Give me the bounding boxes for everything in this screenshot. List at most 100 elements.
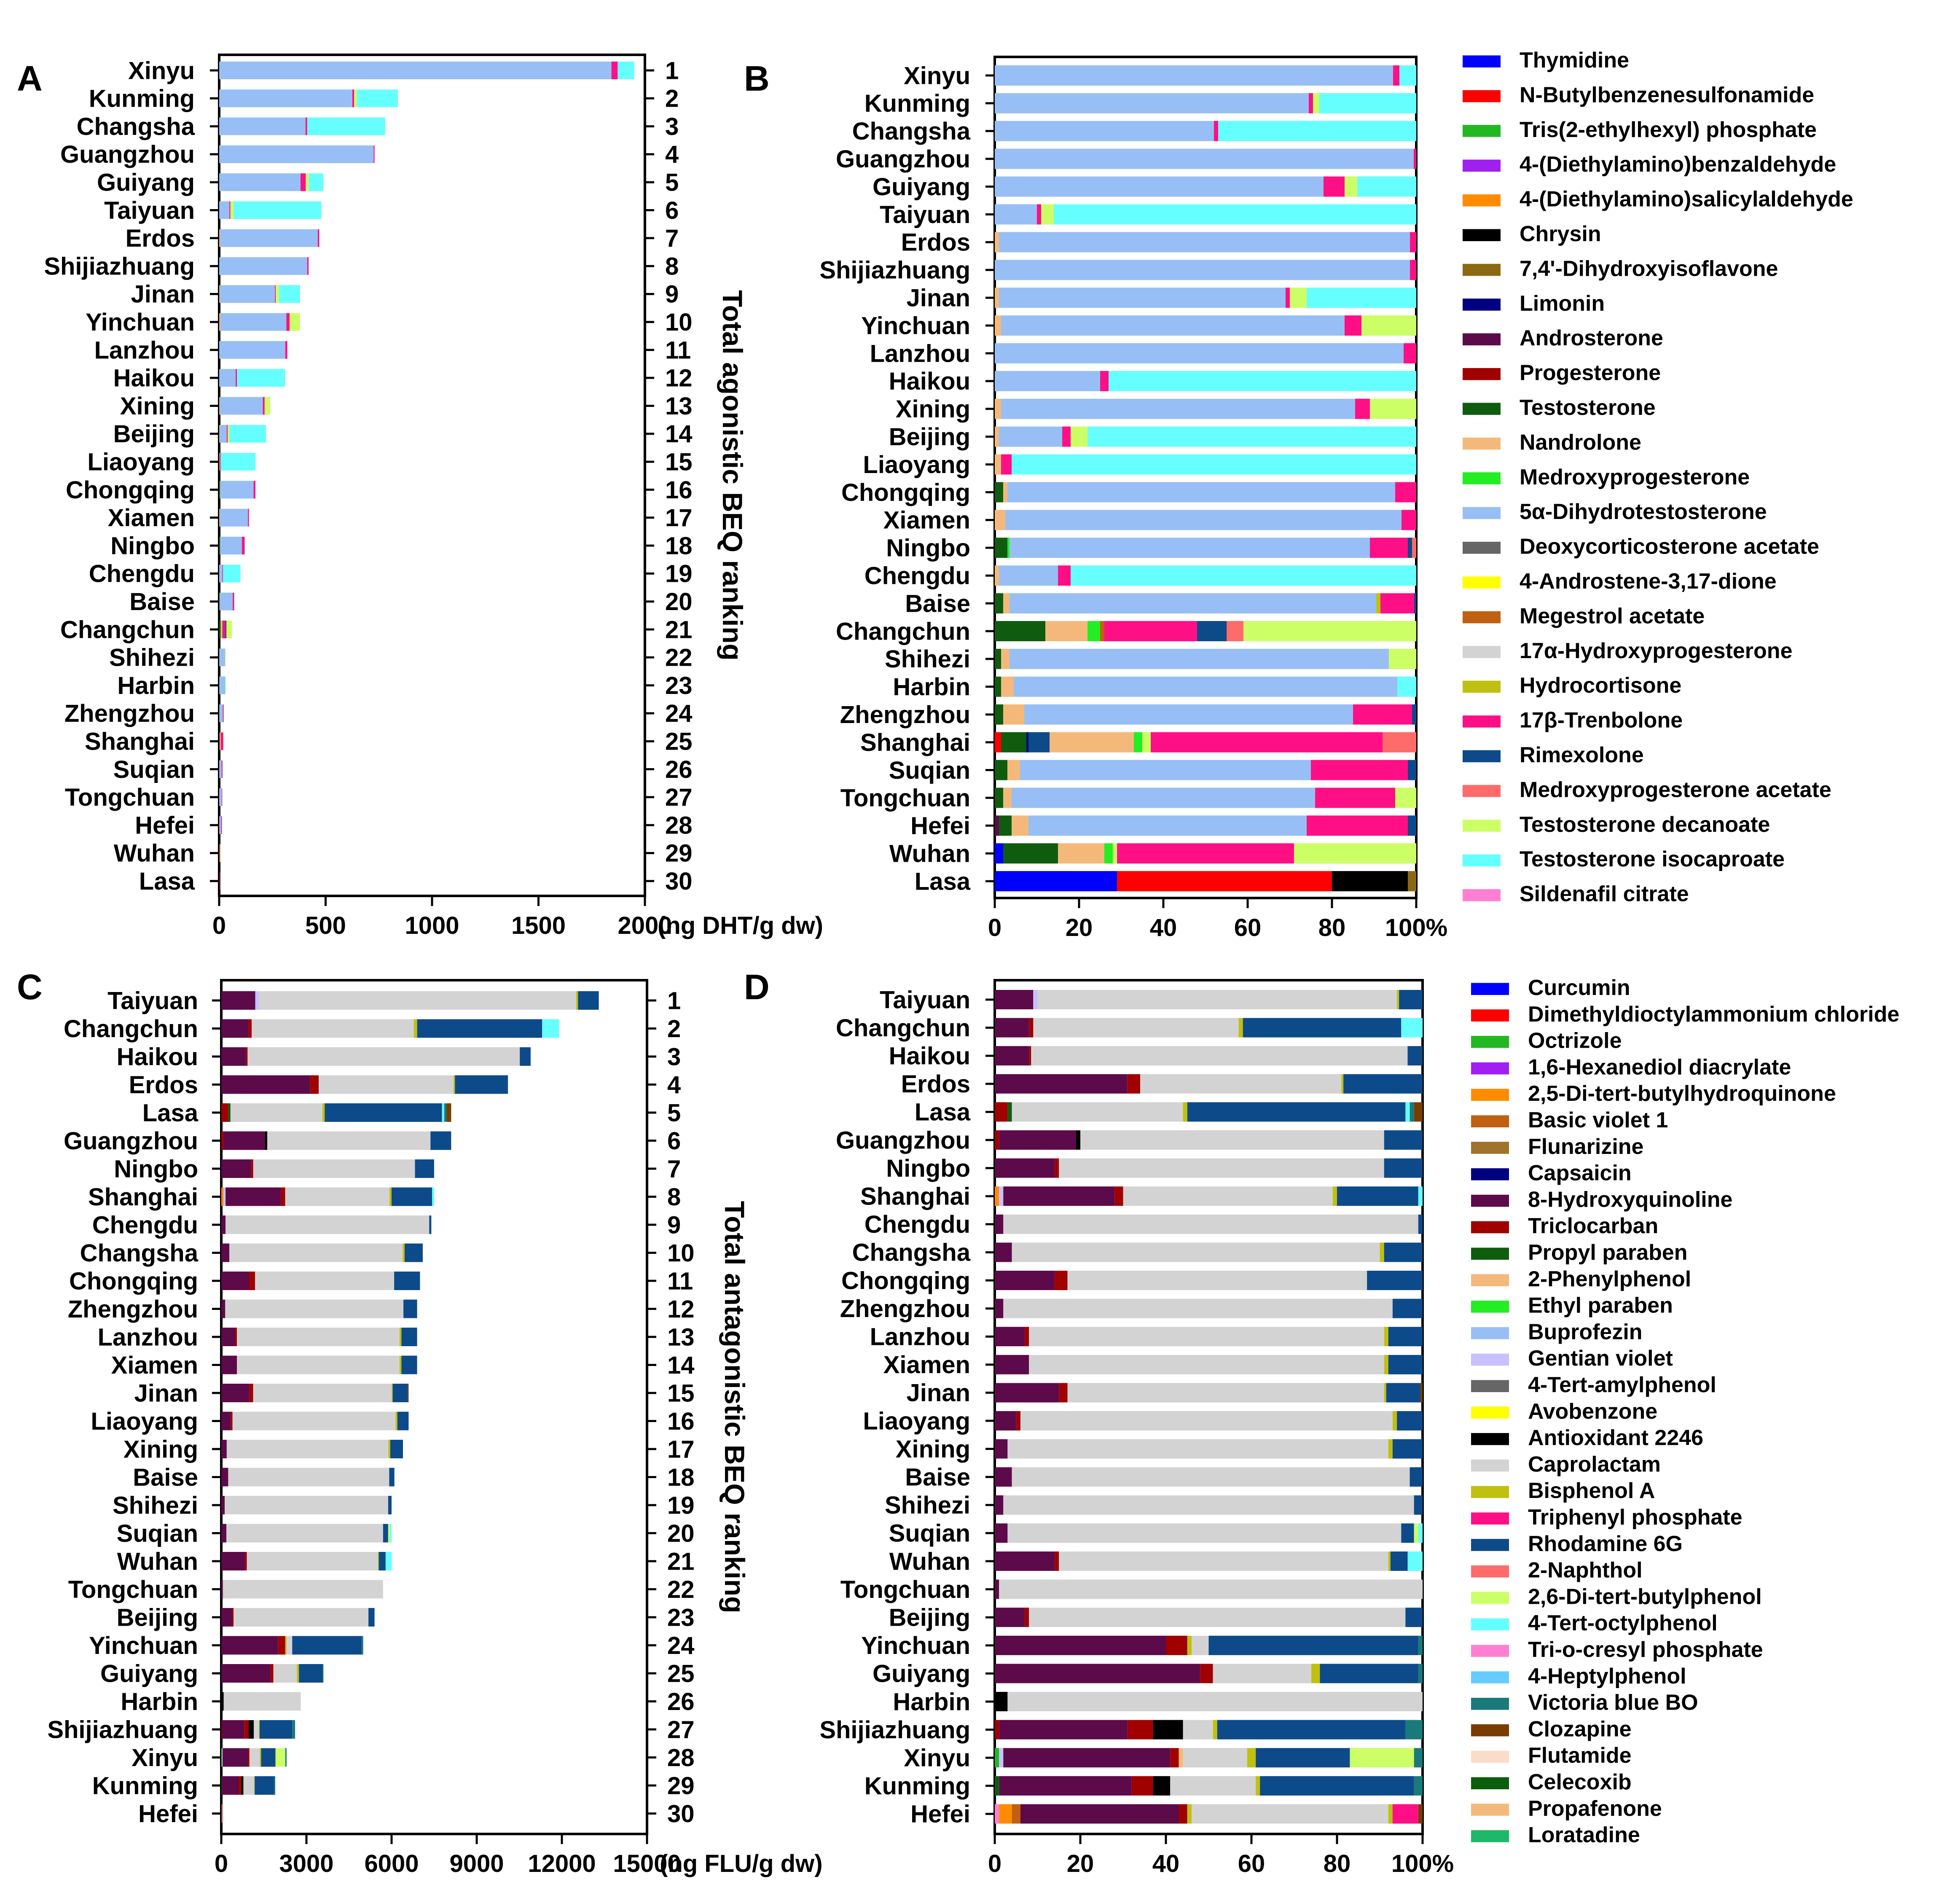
panel-b-bar-segment [995, 704, 1003, 725]
panel-c-bar-segment [221, 991, 255, 1010]
panel-c-bar-segment [221, 1804, 222, 1823]
panel-c-x-tick-label: 6000 [364, 1850, 419, 1877]
panel-c-bar-segment [223, 1692, 301, 1711]
panel-c-bar-segment [221, 1412, 231, 1430]
panel-a-bar-segment [222, 788, 223, 806]
panel-c-category-label: Ningbo [114, 1155, 198, 1183]
panel-letter-c: C [17, 967, 43, 1007]
legend-d-label: Basic violet 1 [1528, 1108, 1668, 1132]
panel-a-x-axis-label: (ng DHT/g dw) [658, 912, 823, 939]
panel-a-bar-segment [219, 537, 220, 555]
panel-c-rank-label: 13 [667, 1323, 695, 1351]
panel-a-bar-segment [219, 648, 226, 667]
panel-c-bar-segment [389, 1468, 395, 1487]
panel-d-x-tick-label: 60 [1238, 1850, 1265, 1877]
legend-d-swatch [1471, 1168, 1509, 1180]
panel-c-bar-segment [235, 1328, 237, 1346]
panel-b-bar-segment [1309, 93, 1313, 113]
panel-d-bar-segment [999, 1720, 1128, 1740]
panel-d-bar-segment [1016, 1411, 1020, 1430]
panel-b-bar-segment [1012, 454, 1416, 475]
legend-d-swatch [1471, 1115, 1509, 1127]
panel-b-bar-segment [999, 232, 1410, 253]
panel-b-bar-segment [1003, 482, 1007, 503]
legend-d-swatch [1471, 1327, 1509, 1339]
panel-a-bar-segment [219, 229, 220, 247]
panel-c-bar-segment [265, 1131, 268, 1150]
panel-d-bar-segment [1388, 1804, 1393, 1824]
panel-a-rank-label: 25 [665, 728, 693, 756]
panel-a-bar-segment [220, 397, 263, 415]
panel-d-bar-segment [995, 1720, 999, 1740]
panel-d-category-label: Beijing [889, 1604, 970, 1632]
panel-a-bar-segment [219, 313, 220, 331]
panel-a-category-label: Guangzhou [60, 141, 195, 168]
panel-c-bar-segment [383, 1524, 388, 1543]
panel-c-bar-segment [223, 1131, 265, 1150]
panel-d-bar-segment [1183, 1748, 1247, 1768]
panel-d-plot-frame [993, 979, 1424, 1835]
panel-b-bar-segment [1001, 732, 1026, 753]
panel-d-bar-segment [1384, 1355, 1388, 1374]
panel-c-bar-segment [221, 1131, 224, 1150]
panel-a-bar-segment [219, 565, 223, 583]
panel-c-bar-segment [225, 1299, 404, 1318]
panel-d-category-label: Erdos [901, 1070, 970, 1098]
panel-c-bar-segment [319, 1075, 454, 1094]
panel-b-category-label: Chengdu [865, 562, 970, 590]
legend-b-swatch [1463, 889, 1501, 901]
panel-d-bar-segment [1380, 1242, 1384, 1262]
panel-a-bar-segment [285, 341, 287, 359]
panel-d-bar-segment [1033, 990, 1038, 1009]
panel-c-rank-label: 27 [667, 1716, 695, 1743]
panel-b-bar-segment [1087, 621, 1100, 641]
panel-c-bar-segment [446, 1103, 451, 1122]
panel-d-bar-segment [995, 1467, 1012, 1487]
panel-c-bar-segment [243, 1776, 255, 1795]
panel-b-category-label: Changchun [836, 618, 970, 645]
legend-d-label: Dimethyldioctylammonium chloride [1528, 1002, 1899, 1027]
panel-d-bar-segment [1388, 1327, 1423, 1347]
panel-a-bar-segment [220, 285, 275, 303]
legend-b-swatch [1463, 785, 1501, 797]
panel-d-category-label: Ningbo [886, 1155, 970, 1182]
panel-d-bar-segment [995, 1018, 1029, 1038]
panel-a-bar-segment [286, 313, 290, 331]
panel-a-bar-segment [276, 285, 279, 303]
panel-b-bar-segment [1294, 843, 1416, 864]
panel-c-category-label: Taiyuan [107, 987, 198, 1014]
panel-a-bar-segment [219, 788, 222, 806]
panel-a-rank-label: 30 [665, 868, 693, 895]
panel-c-bar-segment [246, 1047, 248, 1066]
panel-b-bar-segment [1290, 288, 1307, 308]
panel-c-bar-segment [432, 1187, 434, 1206]
legend-d-label: Capsaicin [1528, 1161, 1632, 1186]
panel-d-category-label: Xiamen [883, 1351, 970, 1379]
panel-a-bar-segment [611, 62, 618, 79]
legend-b-label: 4-Androstene-3,17-dione [1520, 569, 1777, 594]
panel-c-bar-segment [221, 1664, 271, 1683]
panel-c-bar-segment [253, 1159, 415, 1178]
panel-d-bar-segment [1256, 1748, 1350, 1768]
legend-b-label: 5α-Dihydrotestosterone [1520, 500, 1767, 524]
panel-a-bar-segment [233, 201, 322, 219]
panel-c-bar-segment [248, 1019, 252, 1038]
panel-b-bar-segment [1410, 260, 1416, 280]
panel-a-x-tick-label: 1500 [511, 912, 566, 939]
panel-b-category-label: Erdos [901, 229, 970, 256]
panel-a-category-label: Hefei [135, 812, 195, 839]
panel-c-bar-segment [247, 1552, 378, 1570]
legend-d-swatch [1471, 1618, 1509, 1631]
panel-b-bar-segment [1214, 121, 1218, 141]
panel-c-bar-segment [299, 1664, 322, 1683]
panel-a-bar-segment [219, 648, 220, 667]
panel-b-bar-segment [1286, 288, 1290, 308]
panel-a-rank-label: 8 [665, 253, 679, 280]
panel-d-category-label: Chengdu [865, 1211, 970, 1238]
panel-c-rank-label: 24 [667, 1632, 695, 1659]
panel-a-rank-label: 2 [665, 85, 679, 113]
panel-b-bar-segment [1005, 510, 1402, 530]
panel-c-bar-segment [388, 1440, 390, 1458]
panel-d-bar-segment [1384, 1158, 1423, 1178]
